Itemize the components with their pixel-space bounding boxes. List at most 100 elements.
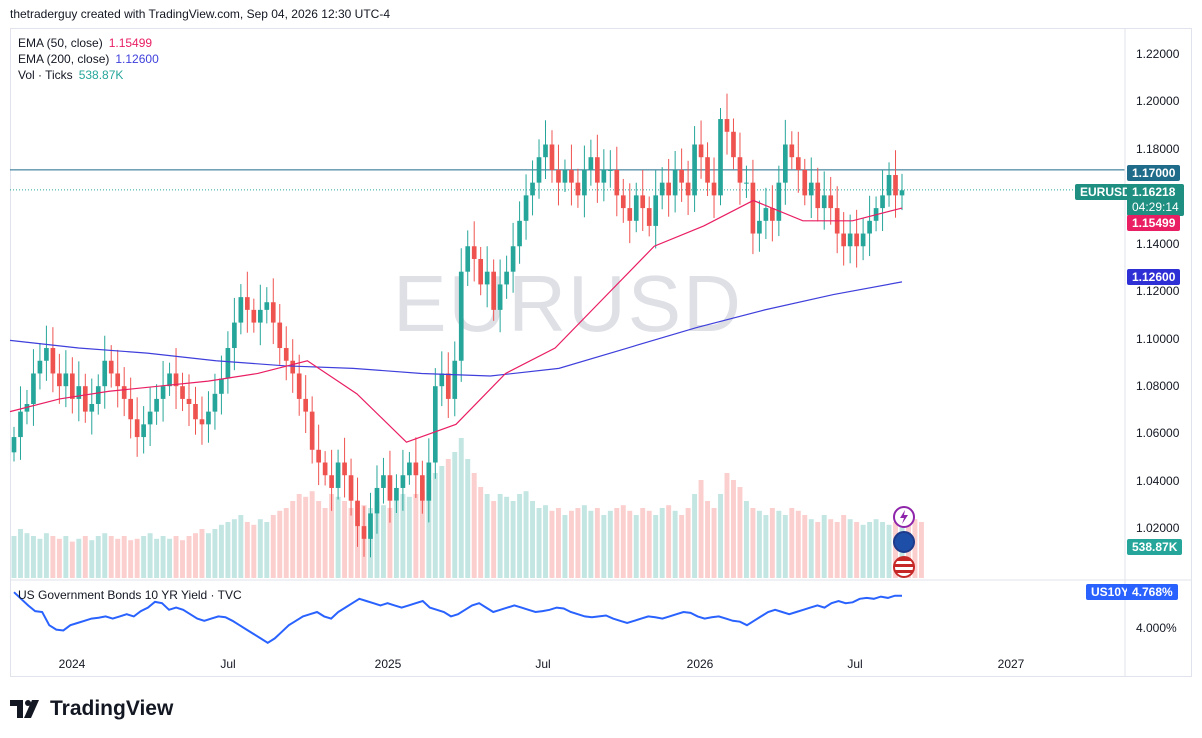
candle-body[interactable] — [303, 398, 309, 412]
candle-body[interactable] — [757, 220, 762, 234]
candle-body[interactable] — [439, 373, 445, 387]
candle-body[interactable] — [471, 246, 477, 259]
candle-body[interactable] — [744, 182, 749, 184]
candle-body[interactable] — [893, 175, 898, 196]
candle-body[interactable] — [173, 373, 179, 387]
candle-body[interactable] — [737, 157, 743, 183]
candle-body[interactable] — [445, 373, 451, 399]
candle-body[interactable] — [633, 195, 639, 221]
candle-body[interactable] — [458, 271, 464, 361]
candle-body[interactable] — [614, 169, 620, 196]
candle-body[interactable] — [199, 419, 205, 425]
candle-body[interactable] — [225, 348, 231, 379]
candle-body[interactable] — [763, 208, 769, 221]
candle-body[interactable] — [44, 348, 49, 361]
candle-body[interactable] — [860, 233, 866, 247]
candle-body[interactable] — [11, 437, 17, 453]
candle-body[interactable] — [193, 403, 198, 420]
candle-body[interactable] — [251, 309, 257, 323]
eu-flag-event-icon[interactable] — [893, 531, 915, 553]
last-price-tag[interactable]: 1.16218 04:29:14 — [1127, 184, 1184, 216]
candle-body[interactable] — [795, 157, 801, 170]
candle-body[interactable] — [724, 119, 730, 132]
candle-body[interactable] — [413, 462, 419, 476]
candle-body[interactable] — [82, 386, 88, 412]
legend-ema50[interactable]: EMA (50, close) 1.15499 — [18, 35, 159, 51]
candle-body[interactable] — [491, 271, 496, 310]
candle-body[interactable] — [238, 297, 244, 323]
candle-body[interactable] — [432, 386, 438, 463]
candle-body[interactable] — [659, 182, 665, 196]
candle-body[interactable] — [607, 169, 613, 171]
candle-body[interactable] — [420, 475, 425, 501]
candle-body[interactable] — [257, 309, 263, 323]
candle-body[interactable] — [711, 182, 717, 196]
candle-body[interactable] — [718, 119, 723, 196]
ema200-price-tag[interactable]: 1.12600 — [1127, 269, 1181, 285]
candle-body[interactable] — [355, 500, 360, 527]
candle-body[interactable] — [290, 360, 296, 374]
candle-body[interactable] — [582, 169, 587, 196]
candle-body[interactable] — [70, 373, 75, 399]
candle-body[interactable] — [18, 411, 23, 438]
candle-body[interactable] — [698, 144, 704, 158]
candle-body[interactable] — [692, 144, 697, 196]
candle-body[interactable] — [517, 220, 522, 247]
ema50-line[interactable] — [9, 199, 903, 443]
candle-body[interactable] — [867, 220, 872, 234]
candle-body[interactable] — [782, 144, 788, 183]
candle-body[interactable] — [452, 360, 458, 399]
candle-body[interactable] — [147, 411, 153, 425]
candle-body[interactable] — [886, 175, 892, 196]
candle-body[interactable] — [95, 386, 101, 404]
candle-body[interactable] — [141, 424, 146, 438]
candle-body[interactable] — [802, 169, 808, 196]
candle-body[interactable] — [361, 526, 367, 539]
candle-body[interactable] — [121, 386, 127, 399]
candle-body[interactable] — [31, 373, 36, 404]
candle-body[interactable] — [549, 144, 555, 170]
candle-body[interactable] — [484, 271, 490, 285]
candle-body[interactable] — [808, 182, 814, 196]
level-price-tag[interactable]: 1.17000 — [1127, 165, 1181, 181]
candle-body[interactable] — [342, 462, 347, 476]
candle-body[interactable] — [672, 169, 678, 196]
candle-body[interactable] — [562, 169, 568, 183]
candle-body[interactable] — [627, 208, 633, 221]
volume-tag[interactable]: 538.87K — [1127, 539, 1183, 555]
candle-body[interactable] — [63, 373, 69, 387]
candle-body[interactable] — [329, 475, 334, 488]
candle-body[interactable] — [232, 322, 237, 349]
candle-body[interactable] — [322, 462, 328, 476]
candle-body[interactable] — [108, 360, 114, 374]
candle-body[interactable] — [543, 144, 548, 158]
candle-body[interactable] — [245, 297, 250, 310]
candle-body[interactable] — [899, 190, 905, 196]
candle-body[interactable] — [536, 157, 542, 183]
legend-ema200[interactable]: EMA (200, close) 1.12600 — [18, 51, 159, 67]
candle-body[interactable] — [854, 233, 859, 247]
candle-body[interactable] — [277, 322, 283, 349]
candle-body[interactable] — [497, 284, 503, 310]
candle-body[interactable] — [588, 157, 594, 170]
candle-body[interactable] — [595, 157, 600, 183]
candle-body[interactable] — [523, 195, 529, 221]
candle-body[interactable] — [821, 195, 827, 209]
ema200-line[interactable] — [9, 281, 903, 377]
us-flag-event-icon[interactable] — [893, 556, 915, 578]
candle-body[interactable] — [186, 398, 192, 404]
candle-body[interactable] — [89, 403, 95, 412]
candle-body[interactable] — [154, 398, 159, 412]
candle-body[interactable] — [264, 302, 270, 310]
candle-body[interactable] — [750, 182, 756, 234]
candle-body[interactable] — [316, 449, 321, 463]
candle-body[interactable] — [167, 373, 172, 387]
candle-body[interactable] — [102, 360, 108, 387]
candle-body[interactable] — [212, 393, 218, 412]
candle-body[interactable] — [335, 462, 341, 488]
candle-body[interactable] — [510, 246, 516, 272]
candle-body[interactable] — [37, 360, 43, 374]
candle-body[interactable] — [679, 169, 684, 183]
candle-body[interactable] — [270, 302, 276, 323]
